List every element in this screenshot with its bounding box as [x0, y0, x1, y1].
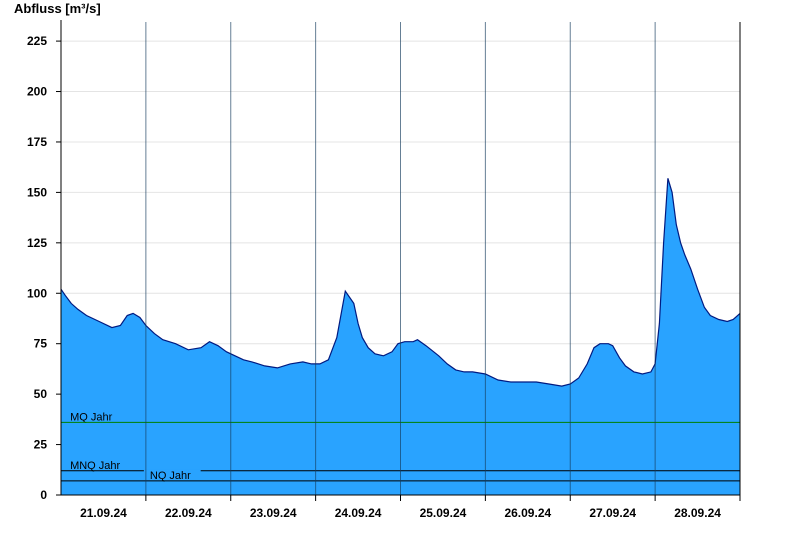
x-tick-label: 25.09.24	[420, 506, 467, 520]
x-tick-label: 21.09.24	[80, 506, 127, 520]
y-tick-label: 200	[27, 85, 47, 99]
x-tick-label: 23.09.24	[250, 506, 297, 520]
y-tick-label: 175	[27, 135, 47, 149]
y-tick-label: 125	[27, 236, 47, 250]
y-tick-label: 75	[34, 337, 48, 351]
reference-line-label: MQ Jahr	[70, 411, 113, 423]
reference-line-label: MNQ Jahr	[70, 460, 120, 472]
axes	[56, 20, 741, 501]
label-gap	[143, 469, 201, 473]
y-tick-label: 225	[27, 34, 47, 48]
x-tick-label: 28.09.24	[674, 506, 721, 520]
x-tick-labels: 21.09.24 22.09.24 23.09.24 24.09.24 25.09.24…	[80, 506, 721, 520]
reference-line-label: NQ Jahr	[150, 470, 191, 482]
y-axis-title: Abfluss [m³/s]	[14, 1, 101, 16]
y-tick-label: 50	[34, 387, 48, 401]
x-tick-label: 26.09.24	[504, 506, 551, 520]
y-tick-label: 0	[40, 488, 47, 502]
x-tick-label: 22.09.24	[165, 506, 212, 520]
y-tick-label: 150	[27, 185, 47, 199]
y-tick-label: 25	[34, 438, 48, 452]
discharge-line	[60, 178, 741, 387]
day-boundary-lines	[145, 22, 741, 495]
x-tick-label: 27.09.24	[589, 506, 636, 520]
x-tick-label: 24.09.24	[335, 506, 382, 520]
y-tick-labels: 0 25 50 75 100 125 150 175 200 225	[27, 34, 47, 502]
y-tick-label: 100	[27, 286, 47, 300]
